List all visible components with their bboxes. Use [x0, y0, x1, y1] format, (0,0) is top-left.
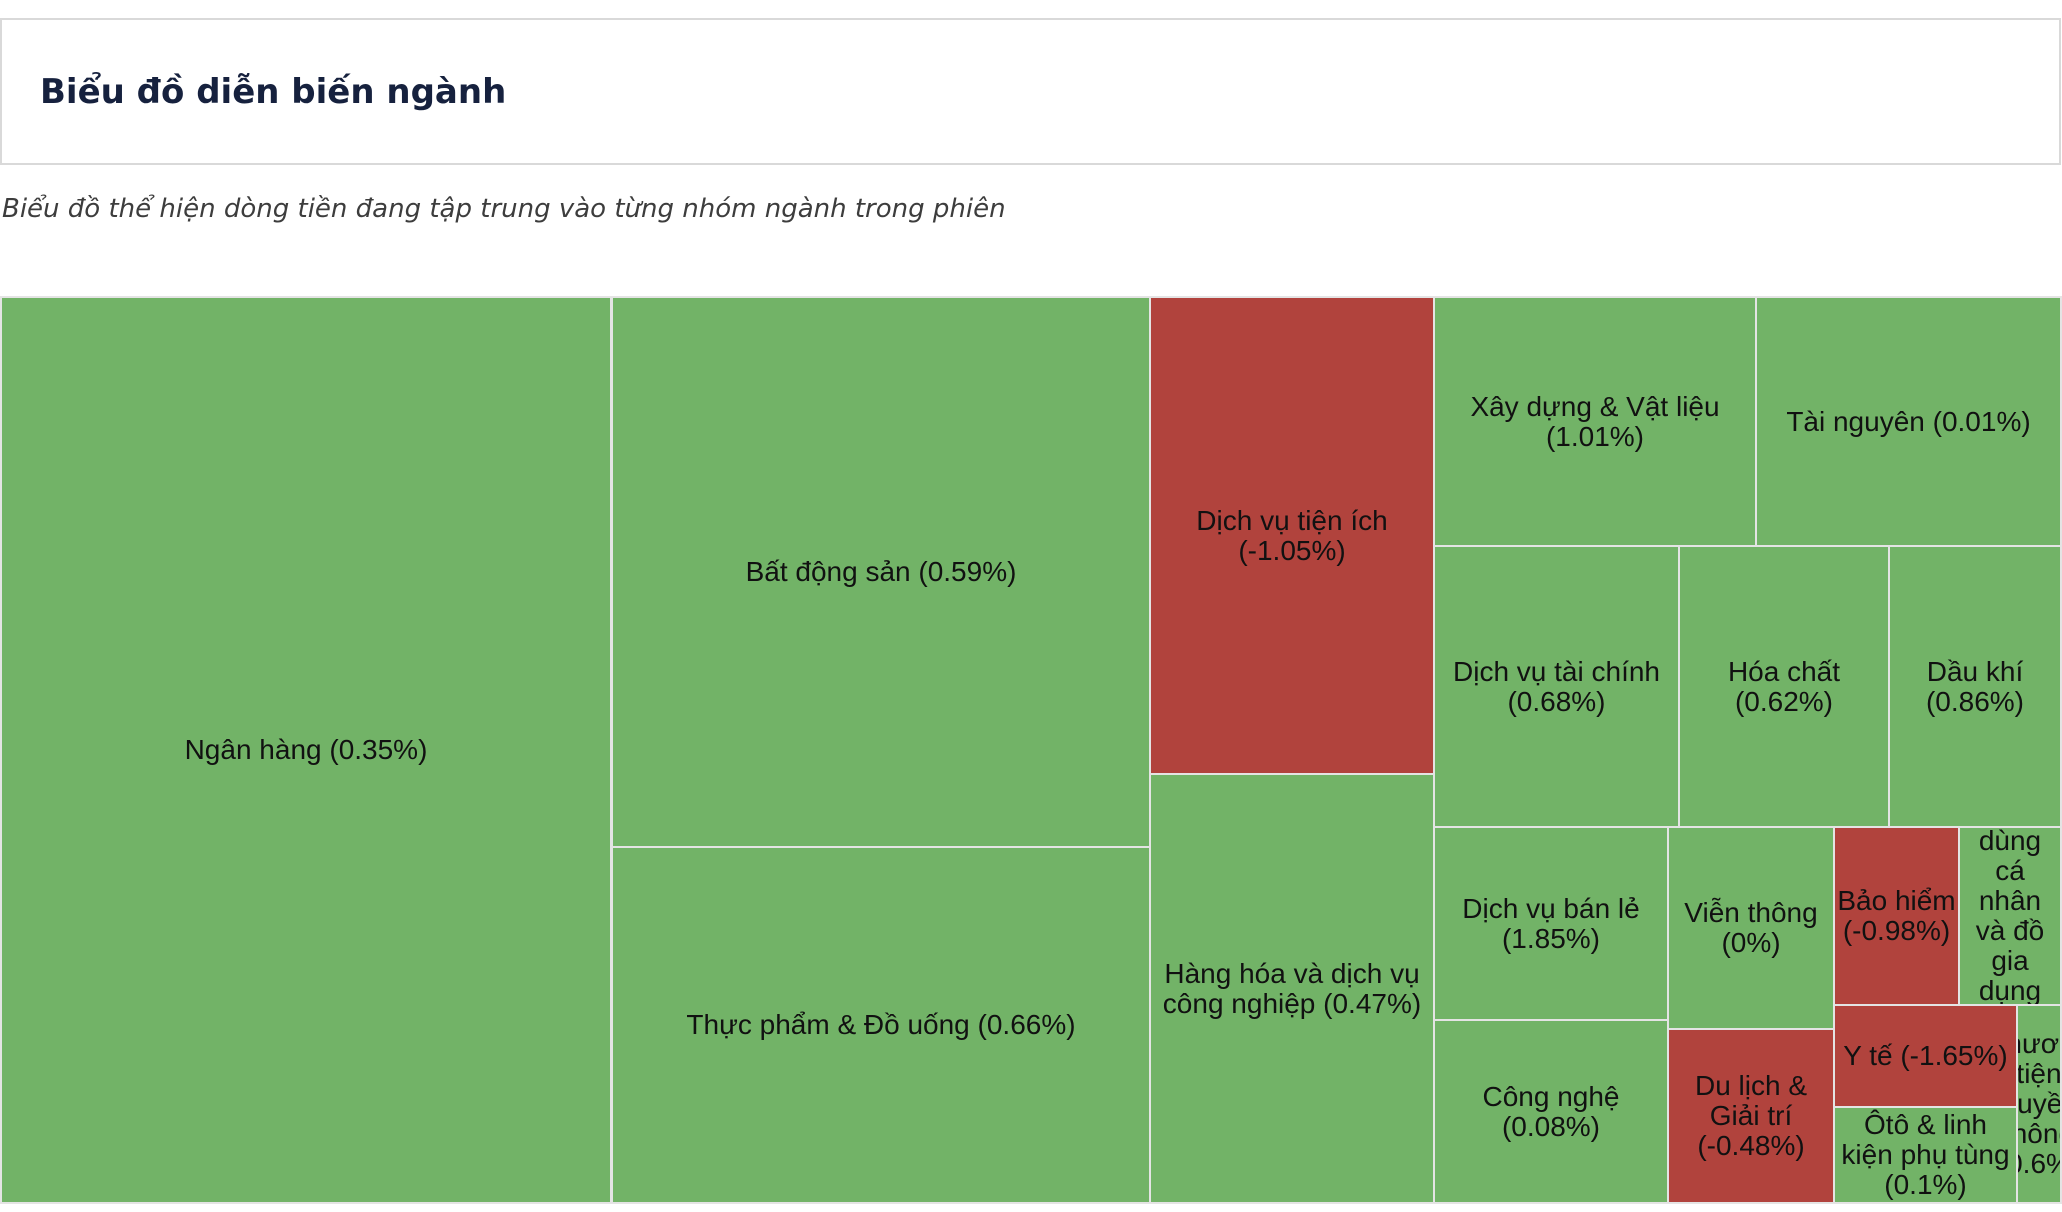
sector-tile-y-te[interactable]: Y tế (-1.65%): [1833, 1004, 2018, 1108]
sector-label: Xây dựng & Vật liệu (1.01%): [1470, 390, 1720, 452]
sector-tile-hoa-chat[interactable]: Hóa chất (0.62%): [1678, 545, 1890, 828]
sector-treemap: Ngân hàng (0.35%) Bất động sản (0.59%) Thự…: [0, 296, 2062, 1204]
sector-tile-dau-khi[interactable]: Dầu khí (0.86%): [1888, 545, 2062, 828]
sector-tile-du-lich-giai-tri[interactable]: Du lịch & Giải trí (-0.48%): [1667, 1028, 1835, 1204]
sector-label: Thực phẩm & Đồ uống (0.66%): [686, 1009, 1076, 1040]
sector-label: Bảo hiểm (-0.98%): [1837, 885, 1956, 946]
sector-label: Viễn thông (0%): [1684, 897, 1818, 958]
sector-label: Hóa chất (0.62%): [1727, 655, 1841, 717]
sector-label: Phương tiện truyền thông (0.6%): [2016, 1028, 2062, 1179]
sector-tile-hang-hoa-dich-vu-cong-nghiep[interactable]: Hàng hóa và dịch vụ công nghiệp (0.47%): [1149, 773, 1435, 1204]
page-title: Biểu đồ diễn biến ngành: [40, 72, 507, 112]
header-card: Biểu đồ diễn biến ngành: [0, 18, 2061, 165]
sector-label: Hàng hóa và dịch vụ công nghiệp (0.47%): [1162, 957, 1422, 1019]
sector-label: Đồ dùng cá nhân và đồ gia dụng (0.47%): [1975, 826, 2045, 1006]
sector-tile-bat-dong-san[interactable]: Bất động sản (0.59%): [611, 296, 1151, 848]
sector-label: Dịch vụ tài chính (0.68%): [1453, 655, 1660, 717]
sector-label: Công nghệ (0.08%): [1482, 1080, 1620, 1142]
sector-tile-dich-vu-tai-chinh[interactable]: Dịch vụ tài chính (0.68%): [1433, 545, 1680, 828]
sector-label: Ngân hàng (0.35%): [184, 734, 428, 765]
sector-label: Ôtô & linh kiện phụ tùng (0.1%): [1841, 1109, 2010, 1200]
sector-tile-xay-dung-vat-lieu[interactable]: Xây dựng & Vật liệu (1.01%): [1433, 296, 1757, 547]
sector-label: Dịch vụ tiện ích (-1.05%): [1196, 504, 1388, 566]
sector-tile-do-dung-ca-nhan[interactable]: Đồ dùng cá nhân và đồ gia dụng (0.47%): [1958, 826, 2062, 1006]
sector-label: Y tế (-1.65%): [1843, 1040, 2008, 1071]
sector-label: Tài nguyên (0.01%): [1786, 405, 2031, 437]
chart-subtitle: Biểu đồ thể hiện dòng tiền đang tập trun…: [2, 194, 1006, 224]
sector-tile-ngan-hang[interactable]: Ngân hàng (0.35%): [0, 296, 612, 1204]
sector-label: Du lịch & Giải trí (-0.48%): [1694, 1070, 1808, 1161]
sector-tile-cong-nghe[interactable]: Công nghệ (0.08%): [1433, 1019, 1669, 1204]
sector-label: Bất động sản (0.59%): [745, 556, 1017, 587]
sector-tile-tai-nguyen[interactable]: Tài nguyên (0.01%): [1755, 296, 2062, 547]
sector-tile-vien-thong[interactable]: Viễn thông (0%): [1667, 826, 1835, 1030]
sector-tile-bao-hiem[interactable]: Bảo hiểm (-0.98%): [1833, 826, 1960, 1006]
sector-label: Dầu khí (0.86%): [1925, 655, 2025, 717]
sector-tile-dich-vu-tien-ich[interactable]: Dịch vụ tiện ích (-1.05%): [1149, 296, 1435, 775]
sector-label: Dịch vụ bán lẻ (1.85%): [1462, 892, 1640, 954]
sector-tile-dich-vu-ban-le[interactable]: Dịch vụ bán lẻ (1.85%): [1433, 826, 1669, 1021]
sector-tile-thuc-pham-do-uong[interactable]: Thực phẩm & Đồ uống (0.66%): [611, 846, 1151, 1204]
sector-tile-phuong-tien-truyen-thong[interactable]: Phương tiện truyền thông (0.6%): [2016, 1004, 2062, 1204]
sector-tile-oto-linh-kien[interactable]: Ôtô & linh kiện phụ tùng (0.1%): [1833, 1106, 2018, 1204]
